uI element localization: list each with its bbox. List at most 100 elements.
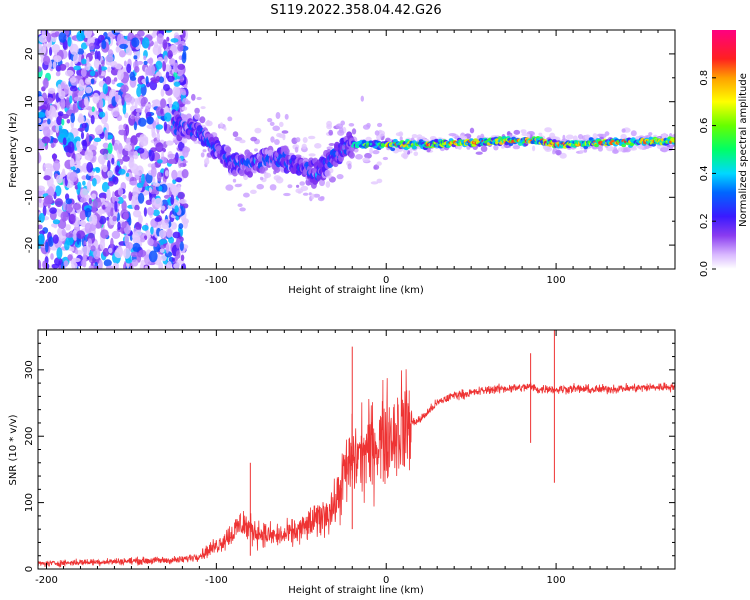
spectrogram-blob	[69, 158, 75, 167]
spectrogram-blob	[90, 114, 95, 125]
spectrogram-blob	[347, 163, 352, 170]
spectrogram-blob	[72, 103, 77, 112]
spectrogram-blob	[114, 200, 118, 212]
spectrogram-blob	[151, 131, 157, 138]
spectrogram-blob	[131, 37, 140, 48]
spectrogram-blob	[294, 146, 299, 153]
spectrogram-blob	[113, 77, 118, 82]
spectrogram-blob	[118, 142, 123, 155]
spectrogram-blob	[469, 127, 475, 134]
spectrogram-blob	[117, 187, 124, 196]
spectrogram-blob	[43, 55, 51, 66]
spectrogram-blob	[76, 230, 86, 240]
spectrogram-ridge-mark	[324, 169, 331, 177]
spectrogram-blob	[562, 134, 566, 141]
spectrogram-blob	[147, 238, 154, 246]
spectrogram-blob	[302, 137, 308, 143]
spectrogram-blob	[158, 229, 167, 239]
spectrogram-blob	[102, 164, 108, 173]
spectrogram-blob	[118, 124, 124, 131]
spectrogram-blob	[413, 151, 419, 157]
spectrogram-blob	[119, 43, 128, 50]
spectrogram-blob	[61, 118, 65, 126]
spectrogram-blob	[43, 175, 51, 181]
spectrogram-blob	[63, 260, 69, 267]
spectrogram-blob	[326, 120, 332, 127]
spectrogram-blob	[269, 121, 275, 126]
spectrogram-blob	[65, 69, 74, 77]
spectrogram-blob	[200, 106, 206, 110]
spectrogram-blob	[182, 220, 188, 229]
spectrogram-blob	[552, 149, 556, 155]
spectrogram-blob	[174, 205, 179, 213]
spectrogram-blob	[513, 129, 521, 135]
spectrogram-blob	[52, 219, 61, 225]
spectrogram-blob	[179, 75, 184, 83]
spectrogram-blob	[118, 129, 127, 136]
spectrogram-blob	[335, 123, 344, 129]
spectrogram-blob	[105, 95, 110, 101]
spectrogram-blob	[41, 136, 51, 144]
spectrogram-blob	[72, 203, 81, 211]
spectrogram-blob	[157, 159, 163, 164]
spectrogram-blob	[143, 60, 148, 65]
spectrogram-blob	[123, 60, 127, 67]
colorbar	[712, 30, 736, 269]
spectrogram-blob	[284, 113, 289, 120]
spectrogram-blob	[152, 30, 157, 37]
spectrogram-blob	[79, 220, 84, 226]
spectrogram-blob	[143, 207, 147, 217]
spectrogram-blob	[275, 112, 281, 119]
spectrogram-blob	[376, 161, 382, 166]
spectrogram-blob	[74, 249, 79, 255]
spectrogram-blob	[295, 188, 304, 194]
spectrogram-blob	[152, 176, 156, 186]
spectrogram-blob	[296, 184, 300, 188]
spectrogram-blob	[167, 50, 173, 60]
spectrogram-blob	[99, 98, 104, 110]
spectrogram-blob	[136, 182, 144, 188]
spectrogram-blob	[137, 192, 145, 204]
spectrogram-blob	[398, 131, 404, 137]
spectrogram-blob	[372, 150, 380, 155]
spectrogram-blob	[91, 205, 97, 214]
spectrogram-blob	[171, 222, 177, 230]
spectrogram-blob	[80, 188, 89, 199]
spectrogram-blob	[81, 245, 90, 256]
spectrogram-blob	[91, 106, 95, 112]
spectrogram-blob	[129, 180, 138, 186]
spectrogram-blob	[62, 137, 67, 146]
spectrogram-blob	[565, 134, 574, 140]
spectrogram-blob	[115, 46, 120, 53]
spectrogram-blob	[328, 143, 335, 146]
spectrogram-blob	[91, 193, 97, 200]
spectrogram-blob	[239, 207, 246, 212]
spectrogram-blob	[181, 91, 187, 96]
spectrogram-blob	[132, 209, 142, 218]
x-tick-label: -200	[35, 275, 58, 286]
colorbar-tick-label: 0.6	[699, 118, 710, 134]
spectrogram-blob	[167, 153, 176, 159]
spectrogram-blob	[122, 194, 127, 199]
spectrogram-blob	[54, 257, 63, 266]
spectrogram-blob	[165, 71, 170, 79]
spectrogram-blob	[370, 181, 379, 185]
spectrogram-blob	[402, 153, 408, 160]
spectrogram-blob	[181, 169, 189, 179]
spectrogram-blob	[47, 87, 56, 94]
spectrogram-blob	[65, 232, 74, 238]
spectrogram-blob	[61, 168, 66, 178]
spectrogram-blob	[135, 108, 143, 113]
spectrogram-blob	[117, 196, 124, 204]
spectrogram-blob	[173, 263, 180, 269]
spectrogram-blob	[100, 229, 109, 239]
spectrogram-blob	[112, 215, 117, 222]
spectrogram-blob	[70, 166, 76, 171]
spectrogram-blob	[54, 31, 60, 37]
spectrogram-blob	[95, 111, 100, 115]
x-tick-label: -200	[35, 575, 58, 586]
colorbar-tick-label: 0.2	[699, 213, 710, 229]
spectrogram-blob	[52, 234, 59, 244]
spectrogram-blob	[200, 152, 205, 158]
